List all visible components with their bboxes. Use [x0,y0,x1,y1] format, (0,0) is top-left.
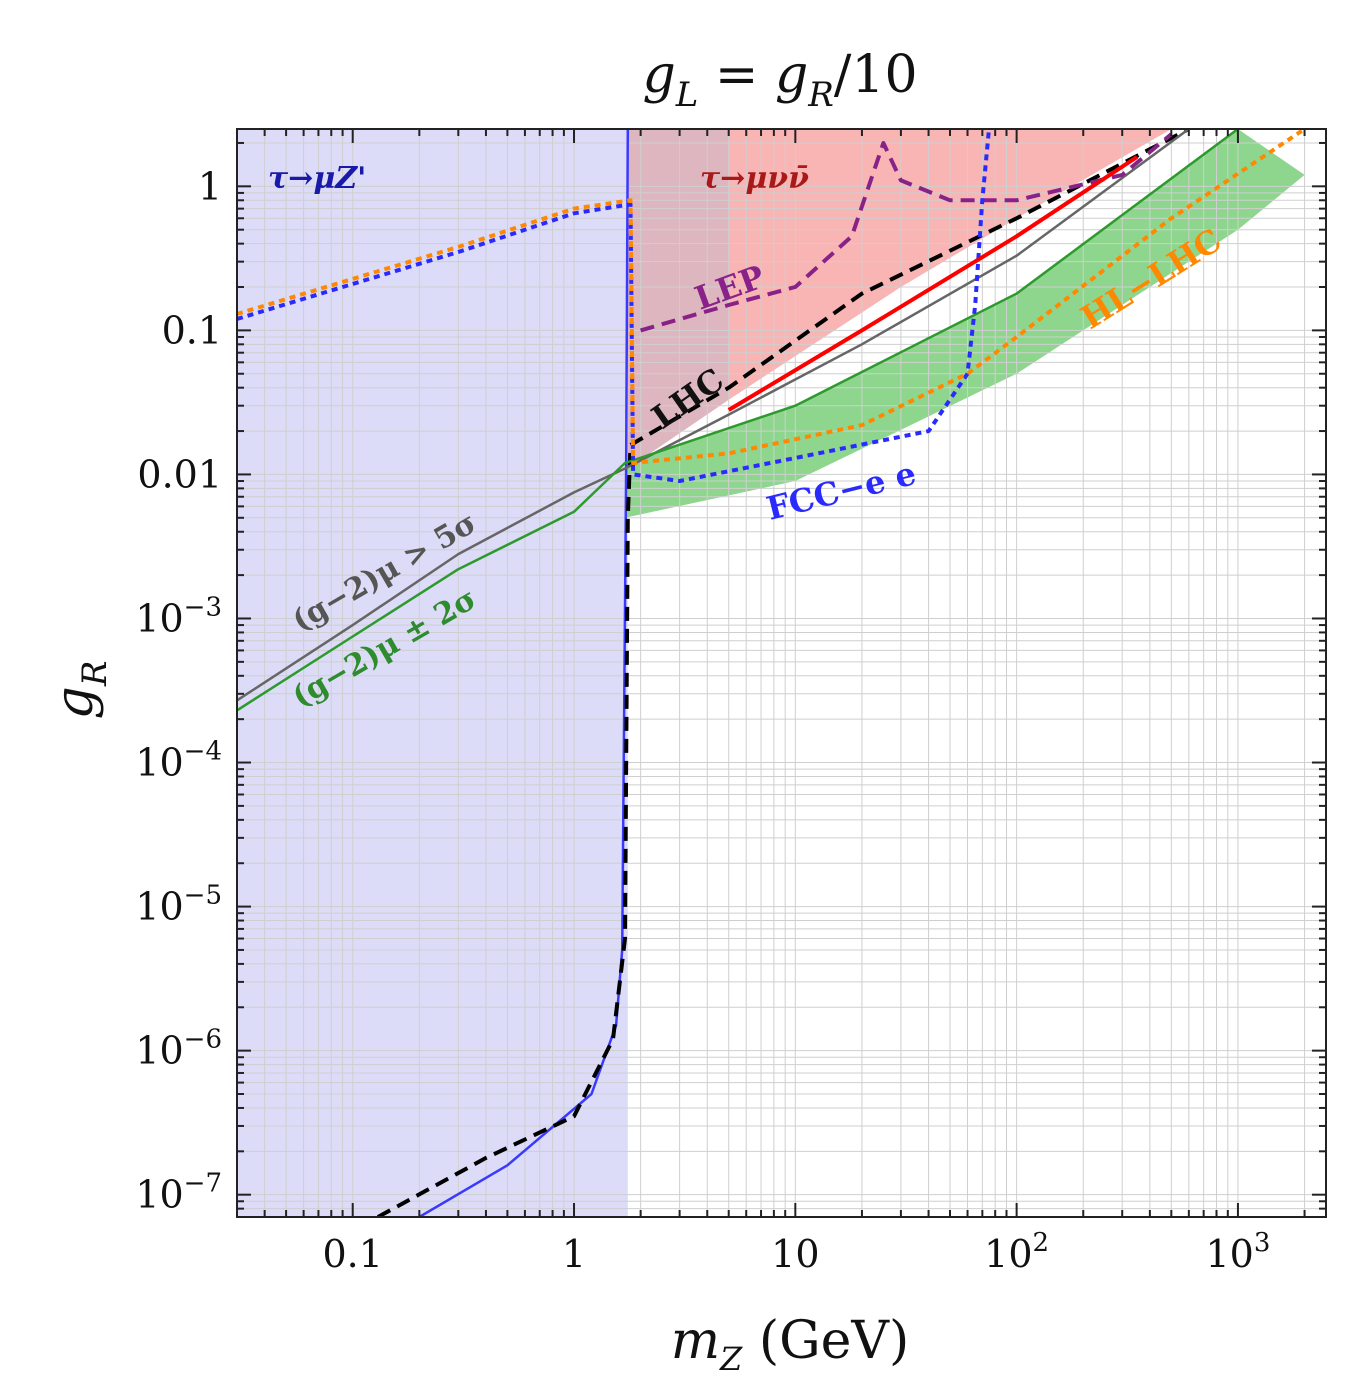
y-tick-label: 10−6 [135,1025,222,1073]
y-tick-label: 10−4 [135,737,222,785]
tau-to-mu-Zprime-excluded [237,129,628,1217]
annotation-0: τ→μZ' [268,161,366,196]
x-tick-label: 1 [562,1232,586,1276]
y-axis-label: gR [45,661,115,720]
x-tick-label: 0.1 [322,1232,382,1276]
y-tick-label: 0.1 [162,308,222,352]
x-tick-label: 102 [984,1228,1049,1276]
plot-frame [236,128,1327,1218]
x-axis-label: mZ (GeV) [671,1311,910,1378]
series-lhc [376,129,1190,1217]
overlap-region [627,129,729,469]
series--g-2-2- [237,129,1239,712]
series-lep [640,132,1173,333]
x-tick-label: 103 [1205,1228,1270,1276]
series-fcc-ee [237,129,991,483]
annotation-1: τ→μνν̄ [700,161,809,196]
y-tick-label: 1 [198,164,222,208]
y-tick-label: 10−5 [135,881,222,929]
series--g-2-5- [237,129,1190,702]
chart-title: gL = gR/10 [642,45,917,115]
series-tau-best-fit [727,155,1139,412]
x-tick-label: 10 [771,1232,819,1276]
y-tick-label: 10−3 [135,592,222,640]
tau-to-mu-nu-nu-excluded [627,129,1172,469]
y-tick-label: 0.01 [137,452,222,496]
series-hl-lhc [237,129,1306,465]
y-tick-label: 10−7 [135,1169,222,1217]
